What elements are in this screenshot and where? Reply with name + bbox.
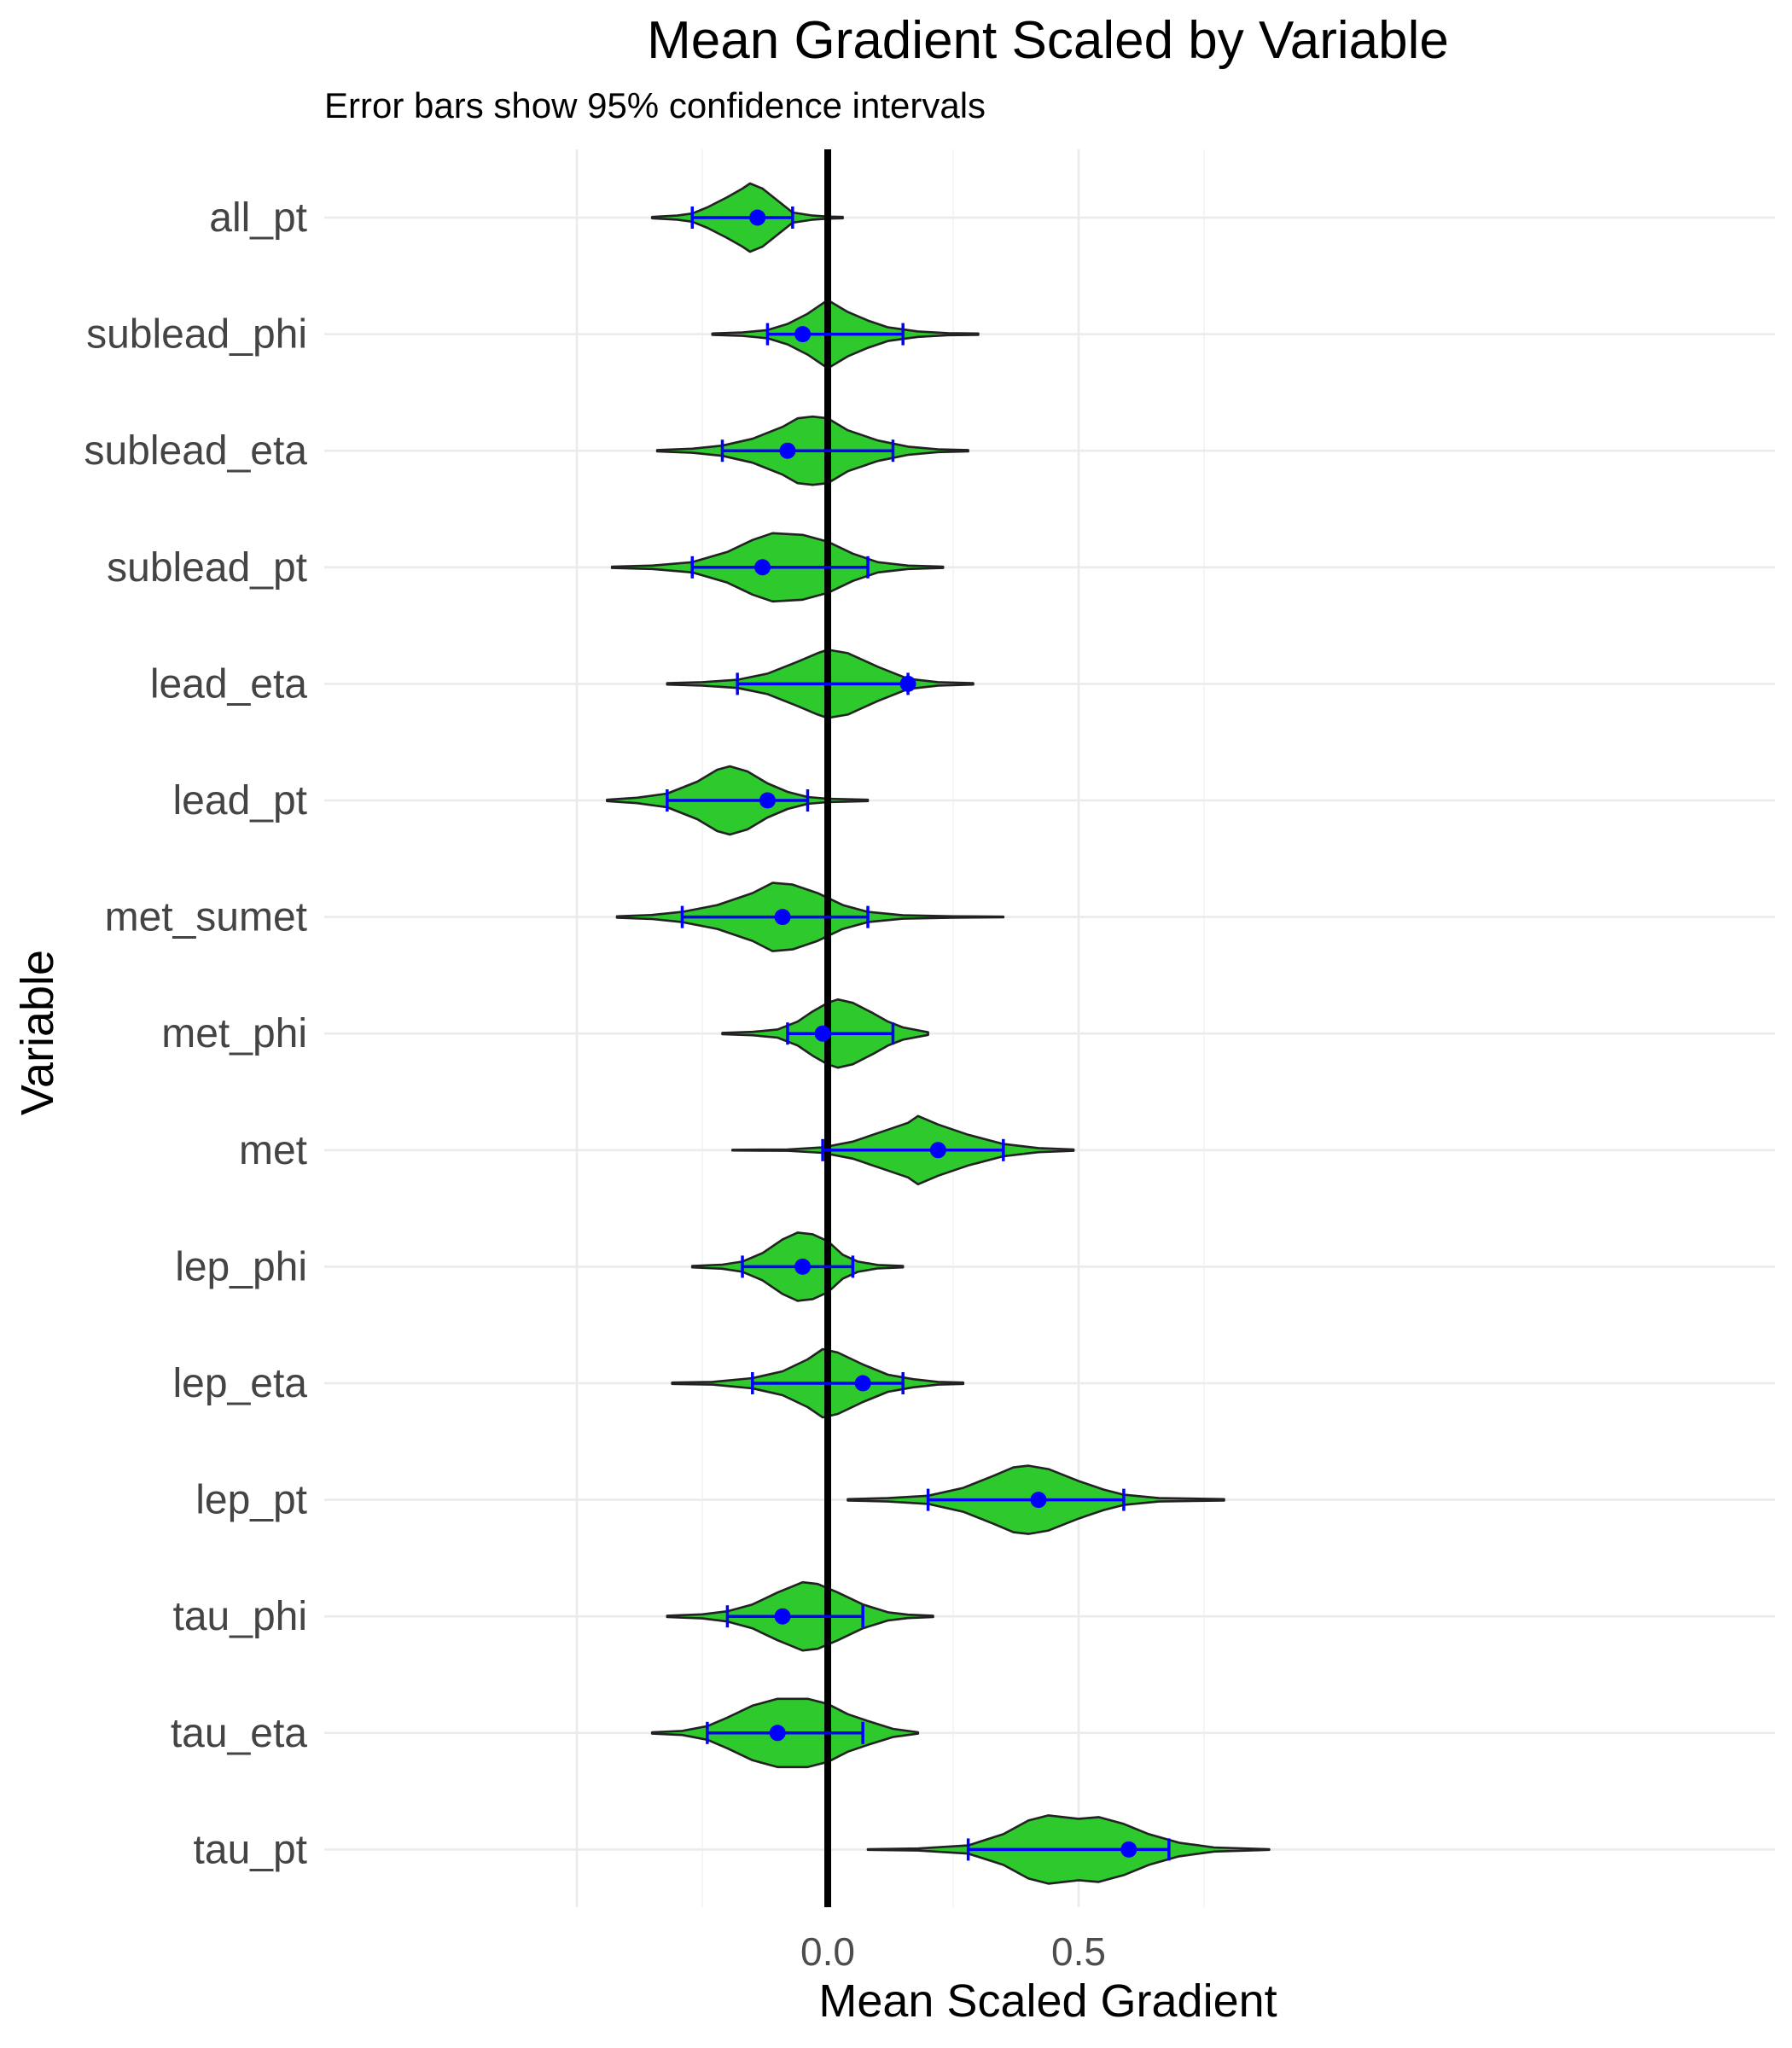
mean-point-sublead_pt bbox=[754, 559, 771, 576]
grid-lines bbox=[324, 149, 1775, 1907]
y-tick-sublead_pt: sublead_pt bbox=[107, 545, 307, 591]
y-tick-lead_eta: lead_eta bbox=[150, 661, 307, 707]
mean-point-lead_pt bbox=[759, 792, 776, 809]
y-tick-lep_eta: lep_eta bbox=[173, 1361, 308, 1406]
chart-subtitle: Error bars show 95% confidence intervals bbox=[324, 85, 986, 125]
y-tick-tau_pt: tau_pt bbox=[194, 1827, 307, 1872]
y-tick-lead_pt: lead_pt bbox=[173, 778, 307, 823]
y-tick-labels: all_pt sublead_phi sublead_eta sublead_ptle… bbox=[84, 195, 307, 1872]
y-tick-sublead_phi: sublead_phi bbox=[86, 312, 307, 358]
y-tick-lep_phi: lep_phi bbox=[175, 1244, 307, 1289]
chart-title: Mean Gradient Scaled by Variable bbox=[647, 11, 1449, 70]
x-axis-label: Mean Scaled Gradient bbox=[818, 1975, 1277, 2027]
y-tick-met: met bbox=[239, 1128, 307, 1173]
mean-point-lep_phi bbox=[794, 1258, 812, 1275]
x-tick-0: 0.0 bbox=[800, 1929, 855, 1974]
mean-point-met_sumet bbox=[774, 909, 791, 926]
mean-point-met bbox=[929, 1142, 946, 1159]
mean-point-lep_eta bbox=[854, 1375, 871, 1392]
mean-point-tau_phi bbox=[774, 1608, 791, 1625]
mean-point-sublead_phi bbox=[794, 326, 812, 343]
y-axis-label: Variable bbox=[12, 950, 63, 1115]
mean-point-sublead_eta bbox=[779, 442, 796, 459]
mean-point-lead_eta bbox=[899, 675, 916, 692]
mean-point-all_pt bbox=[749, 209, 766, 226]
error-bars-group bbox=[666, 207, 1171, 1861]
mean-point-met_phi bbox=[814, 1025, 831, 1042]
y-tick-met_sumet: met_sumet bbox=[105, 895, 307, 940]
y-tick-lep_pt: lep_pt bbox=[195, 1478, 307, 1523]
mean-point-tau_eta bbox=[769, 1725, 786, 1742]
x-tick-1: 0.5 bbox=[1051, 1929, 1106, 1974]
x-tick-labels: 0.0 0.5 bbox=[800, 1929, 1106, 1974]
mean-point-lep_pt bbox=[1030, 1492, 1047, 1509]
y-tick-met_phi: met_phi bbox=[161, 1011, 307, 1056]
y-tick-tau_phi: tau_phi bbox=[173, 1594, 307, 1639]
mean-point-tau_pt bbox=[1120, 1841, 1137, 1858]
y-tick-tau_eta: tau_eta bbox=[171, 1711, 307, 1756]
y-tick-all_pt: all_pt bbox=[209, 195, 307, 241]
y-tick-sublead_eta: sublead_eta bbox=[84, 428, 307, 474]
